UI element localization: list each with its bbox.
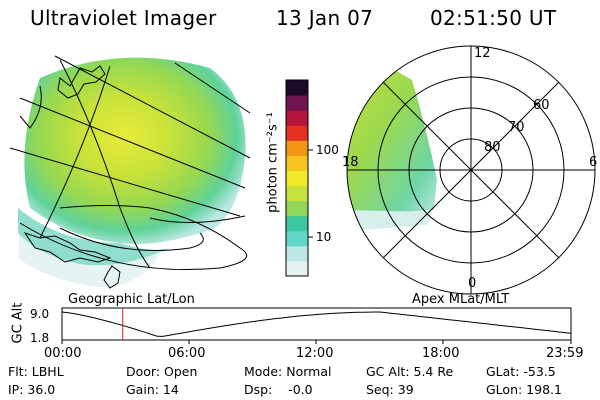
colorbar: 100 10 photon cm⁻²s⁻¹ [258,70,339,290]
colorbar-segment [286,215,308,232]
mlt-label-18: 18 [342,155,359,170]
timeline-xtick-1200: 12:00 [296,346,334,361]
colorbar-segment [286,80,308,96]
geographic-image [9,55,251,289]
colorbar-tick-10: 10 [316,230,332,244]
mlat-label-70: 70 [508,120,525,135]
colorbar-unit-label: photon cm⁻²s⁻¹ [265,112,281,213]
dsp-info: Dsp: -0.0 [244,382,313,397]
altitude-curve [61,311,572,337]
polar-plot-graphic [346,45,596,295]
timeline-right-title: Apex MLat/MLT [412,292,510,307]
timeline-xtick-0600: 06:00 [168,346,206,361]
colorbar-segment [286,95,308,111]
filter-info: Flt: LBHL [8,364,64,379]
seq-info: Seq: 39 [366,382,414,397]
colorbar-segment [286,230,308,247]
polar-emission-haze [347,210,432,230]
altitude-timeline [61,307,572,344]
date-label: 13 Jan 07 [276,6,374,30]
polar-emission-region [347,60,437,215]
polar-mlat-mlt-plot: 12 18 6 0 60 70 80 [332,40,600,302]
timeline-ytick-low: 1.8 [30,331,50,345]
colorbar-segment [286,245,308,262]
colorbar-segment [286,125,308,141]
colorbar-segment [286,170,308,187]
timeline-left-title: Geographic Lat/Lon [68,292,195,307]
gc-alt-info: GC Alt: 5.4 Re [366,364,454,379]
colorbar-segment [286,185,308,202]
gain-info: Gain: 14 [126,382,179,397]
colorbar-segment [286,200,308,217]
mlt-label-6: 6 [589,155,598,170]
instrument-title: Ultraviolet Imager [30,6,217,30]
mlat-label-80: 80 [484,140,501,155]
uv-emission-disk [24,57,246,244]
coastline [19,65,121,289]
glon-info: GLon: 198.1 [486,382,562,397]
ip-info: IP: 36.0 [8,382,56,397]
mlt-label-0: 0 [468,276,477,291]
uv-emission-edge [18,208,170,266]
polar-grid [346,45,596,295]
timeline-ytick-high: 9.0 [30,307,50,321]
colorbar-segment [286,260,308,277]
mlt-label-12: 12 [474,46,491,61]
colorbar-graphic [285,79,313,277]
timeline-xtick-2359: 23:59 [546,346,584,361]
timeline-xtick-1800: 18:00 [422,346,460,361]
geographic-image-panel [0,38,270,300]
colorbar-segment [286,140,308,156]
timeline-frame [61,307,572,341]
door-info: Door: Open [126,364,198,379]
lat-lon-grid [9,55,251,271]
mode-info: Mode: Normal [244,364,332,379]
colorbar-tick-100: 100 [316,143,339,157]
time-label: 02:51:50 UT [430,6,557,30]
timeline-xtick-0000: 00:00 [44,346,82,361]
colorbar-segment [286,155,308,171]
colorbar-segment [286,110,308,126]
mlat-label-60: 60 [533,98,550,113]
glat-info: GLat: -53.5 [486,364,556,379]
